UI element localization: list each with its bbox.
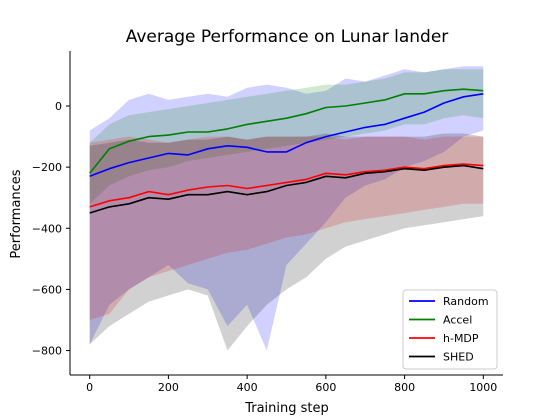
- x-tick-label: 600: [315, 381, 336, 394]
- chart-title: Average Performance on Lunar lander: [126, 27, 449, 47]
- y-axis-label: Performances: [9, 169, 24, 258]
- x-tick-label: 0: [86, 381, 93, 394]
- y-tick-label: 0: [55, 100, 62, 113]
- line-h-mdp: [89, 163, 484, 208]
- band-accel: [89, 69, 484, 204]
- x-tick-label: 200: [158, 381, 179, 394]
- x-tick-label: 800: [394, 381, 415, 394]
- x-axis-label: Training step: [244, 401, 329, 416]
- band-h-mdp: [89, 136, 484, 320]
- band-shed: [89, 133, 484, 351]
- legend-frame: [402, 289, 498, 370]
- legend-label-shed: SHED: [443, 351, 474, 364]
- series-bands: [89, 66, 484, 351]
- y-tick-label: −600: [32, 283, 62, 296]
- axes: 0 200 400 600 800 1000 0 −200 −400 −600 −800: [32, 51, 503, 394]
- line-accel: [89, 88, 484, 174]
- band-random: [89, 66, 484, 351]
- y-tick-label: −200: [32, 161, 62, 174]
- series-lines: [89, 88, 484, 214]
- line-random: [89, 93, 484, 178]
- x-tick-label: 400: [237, 381, 258, 394]
- legend-label-h-mdp: h-MDP: [443, 332, 479, 345]
- legend-label-random: Random: [443, 295, 489, 308]
- line-shed: [89, 164, 484, 214]
- x-tick-label: 1000: [469, 381, 497, 394]
- legend: Random Accel h-MDP SHED: [402, 289, 498, 370]
- legend-label-accel: Accel: [443, 314, 472, 327]
- y-tick-label: −400: [32, 222, 62, 235]
- y-tick-label: −800: [32, 345, 62, 358]
